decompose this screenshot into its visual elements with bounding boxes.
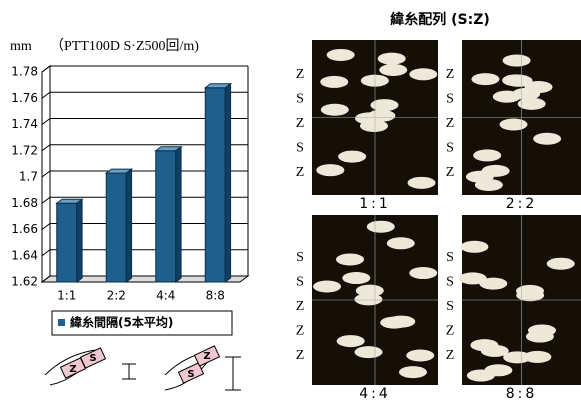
bar-side: [225, 84, 230, 282]
yarn: [467, 370, 495, 382]
yarn: [493, 91, 521, 103]
yarn: [409, 267, 437, 279]
yarn: [378, 53, 406, 65]
grid-line: [42, 66, 248, 72]
side-letter: Z: [446, 348, 455, 363]
side-letter: Z: [446, 67, 455, 82]
x-tick-label: 1:1: [57, 289, 76, 303]
bar-side: [126, 169, 131, 282]
yarn: [518, 98, 546, 110]
side-letter: S: [446, 250, 454, 265]
panel-label: 1:1: [359, 196, 391, 212]
yarn: [505, 75, 533, 87]
y-tick-label: 1.76: [11, 91, 38, 105]
side-letter: Z: [296, 67, 305, 82]
side-letter: S: [446, 92, 454, 107]
side-letter: Z: [296, 324, 305, 339]
yarn: [321, 104, 349, 116]
yarn: [327, 49, 355, 61]
yarn: [342, 272, 370, 284]
yarn: [523, 351, 551, 363]
panel-label: 2:2: [506, 196, 538, 212]
legend-label: 緯糸間隔(5本平均): [70, 315, 173, 330]
bar: [156, 151, 176, 282]
side-letter: Z: [296, 299, 305, 314]
unit-label: mm: [10, 39, 32, 54]
yarn: [370, 99, 398, 111]
yarn: [338, 151, 366, 163]
yarn: [355, 346, 383, 358]
yarn: [379, 64, 407, 76]
yarn: [399, 366, 427, 378]
side-letter: S: [296, 92, 304, 107]
panel-label: 4:4: [359, 386, 391, 402]
icon-letter: Z: [69, 364, 76, 375]
y-tick-label: 1.78: [11, 65, 38, 79]
icon-letter: S: [187, 369, 194, 380]
yarn: [500, 118, 528, 130]
bar: [106, 173, 126, 282]
y-tick-label: 1.68: [11, 196, 38, 210]
yarn: [313, 280, 341, 292]
legend-swatch: [58, 319, 65, 326]
yarn: [481, 345, 509, 357]
side-letter: Z: [296, 165, 305, 180]
y-tick-label: 1.74: [11, 117, 38, 131]
y-tick-label: 1.72: [11, 143, 38, 157]
icon-letter: S: [89, 353, 96, 364]
figure: mm （PTT100D S·Z500回/m) 緯糸配列 (S:Z) 1.62 1.…: [0, 0, 581, 403]
x-tick-label: 4:4: [156, 289, 175, 303]
yarn: [387, 237, 415, 249]
yarn: [409, 68, 437, 80]
x-tick-label: 8:8: [206, 289, 225, 303]
panels-title: 緯糸配列 (S:Z): [390, 11, 490, 28]
side-letter: S: [446, 141, 454, 156]
yarn: [459, 272, 487, 284]
yarn: [387, 316, 415, 328]
yarn: [408, 177, 436, 189]
chart-subtitle: （PTT100D S·Z500回/m): [50, 38, 199, 54]
yarn: [320, 76, 348, 88]
y-tick-label: 1.62: [11, 275, 38, 289]
side-letter: Z: [296, 116, 305, 131]
icon-letter: Z: [203, 351, 210, 362]
side-letter: Z: [446, 116, 455, 131]
bar: [205, 88, 225, 282]
x-tick-label: 2:2: [107, 289, 126, 303]
bar-side: [77, 199, 82, 282]
yarn: [473, 149, 501, 161]
side-letter: S: [296, 141, 304, 156]
panel-label: 8:8: [506, 386, 538, 402]
yarn: [547, 258, 575, 270]
side-letter: S: [446, 275, 454, 290]
side-letter: Z: [446, 165, 455, 180]
yarn: [528, 324, 556, 336]
yarn: [316, 164, 344, 176]
yarn: [367, 110, 395, 122]
yarn: [516, 289, 544, 301]
side-letter: Z: [446, 324, 455, 339]
bar: [57, 203, 77, 282]
yarn: [367, 221, 395, 233]
side-letter: S: [296, 250, 304, 265]
side-letter: Z: [296, 348, 305, 363]
yarn: [337, 335, 365, 347]
yarn: [356, 285, 384, 297]
yarn: [533, 133, 561, 145]
yarn: [482, 165, 510, 177]
y-tick-label: 1.66: [11, 222, 38, 236]
yarn: [406, 350, 434, 362]
yarn: [460, 241, 488, 253]
y-tick-label: 1.64: [11, 248, 38, 262]
side-letter: S: [296, 275, 304, 290]
yarn: [471, 73, 499, 85]
y-tick-label: 1.7: [19, 170, 38, 184]
yarn: [336, 253, 364, 265]
bar-side: [176, 147, 181, 282]
yarn: [503, 55, 531, 67]
side-letter: S: [446, 299, 454, 314]
